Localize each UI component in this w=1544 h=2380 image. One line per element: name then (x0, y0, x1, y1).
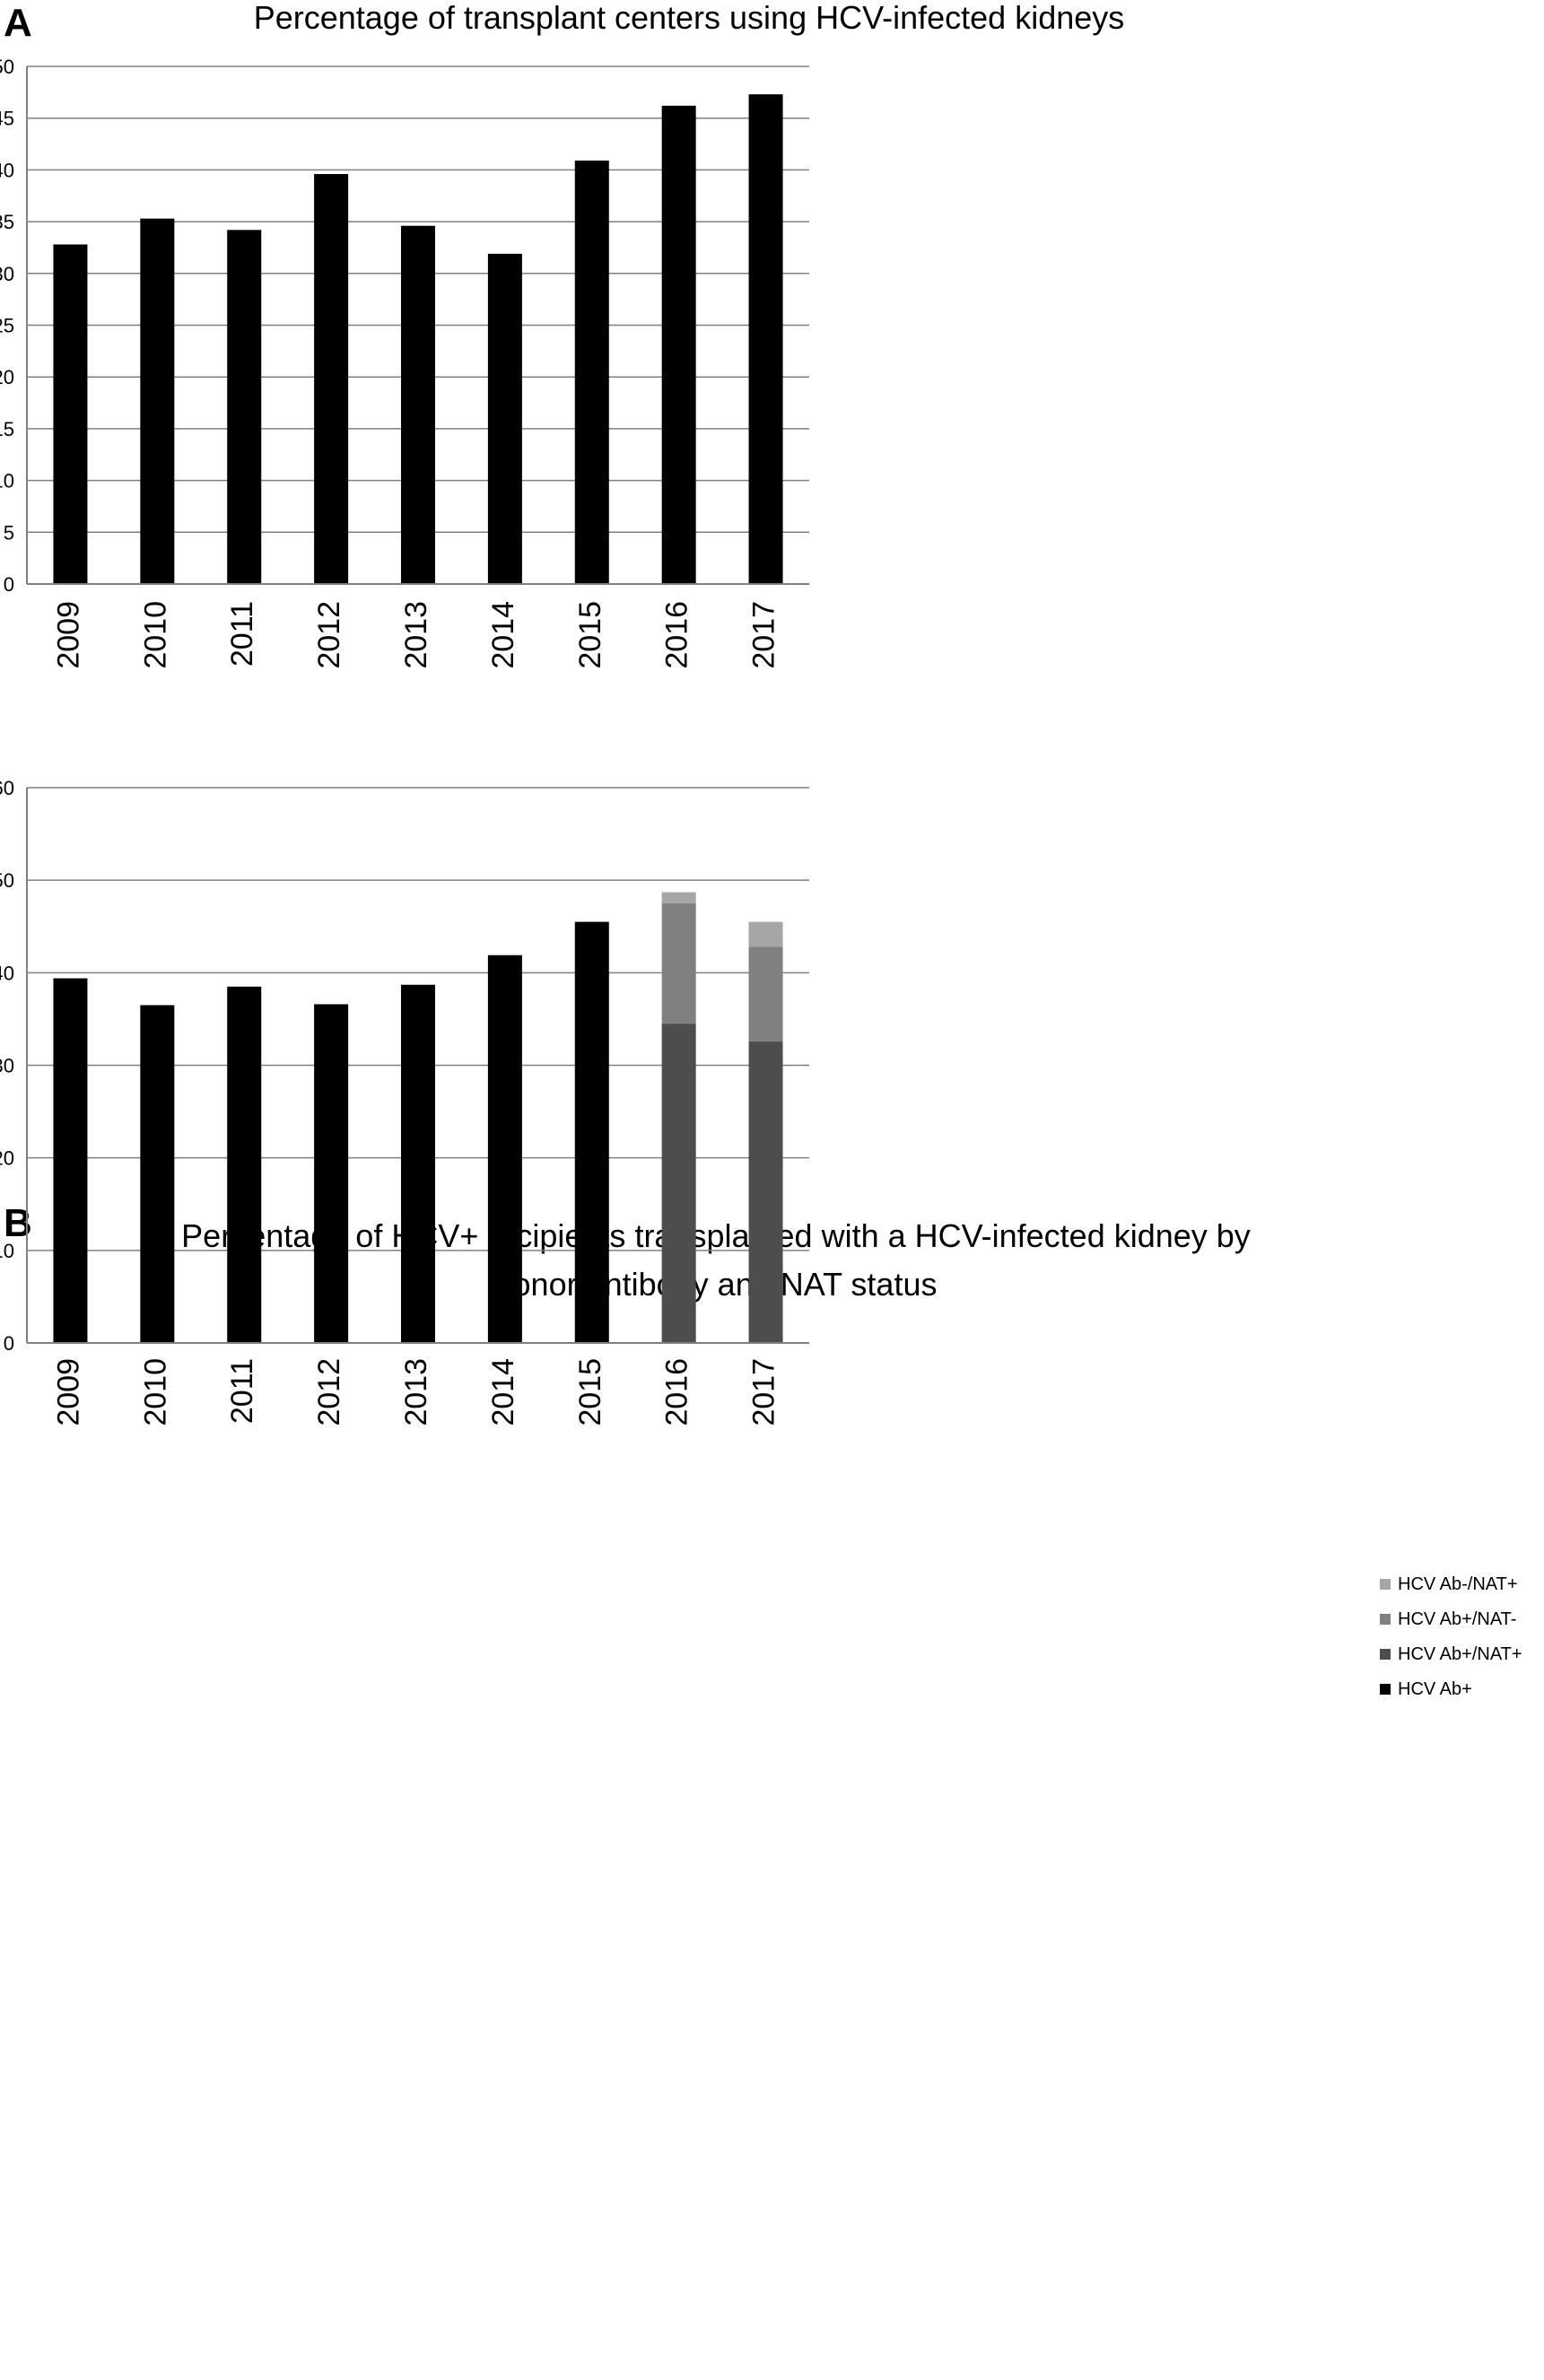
panel-a-x-tick-label: 2014 (486, 601, 520, 669)
panel-a-y-tick-label: 50 (0, 56, 14, 78)
panel-a-x-tick-labels: 2009 2010 2011 2012 2013 2014 2015 2016 2017 (51, 601, 781, 669)
panel-a-bar (227, 230, 262, 584)
panel-b-bar-segment (748, 921, 783, 947)
panel-a-bar (748, 94, 783, 584)
panel-b-y-tick-labels: 0 10 20 30 40 50 60 (0, 777, 14, 1355)
panel-a-bar (574, 161, 609, 584)
panel-b-x-tick-label: 2012 (312, 1358, 346, 1426)
panel-b-bar-segment (227, 986, 262, 1343)
panel-b-legend-swatch (1380, 1579, 1391, 1590)
panel-a: A Percentage of transplant centers using… (0, 0, 1124, 669)
panel-b-y-tick-label: 0 (4, 1332, 14, 1355)
panel-a-title: Percentage of transplant centers using H… (254, 0, 1125, 36)
panel-b-x-tick-label: 2015 (573, 1358, 607, 1426)
panel-b-legend-swatch (1380, 1649, 1391, 1660)
panel-a-x-tick-label: 2015 (573, 601, 607, 669)
panel-b-bar-segment (487, 955, 522, 1343)
panel-a-bars (53, 94, 783, 585)
panel-a-y-tick-label: 15 (0, 418, 14, 440)
panel-b-x-tick-label: 2011 (225, 1358, 259, 1424)
panel-b-x-tick-label: 2009 (51, 1358, 85, 1426)
panel-a-y-tick-label: 45 (0, 108, 14, 130)
panel-a-y-tick-label: 20 (0, 366, 14, 388)
panel-b-y-tick-label: 20 (0, 1147, 14, 1170)
panel-b-bar-segment (140, 1005, 175, 1343)
panel-a-y-tick-label: 30 (0, 263, 14, 285)
panel-b-x-tick-label: 2017 (747, 1358, 781, 1426)
panel-b-legend-label: HCV Ab+ (1398, 1679, 1472, 1699)
panel-a-bar (140, 218, 175, 584)
panel-b-legend-swatch (1380, 1614, 1391, 1625)
panel-b-legend-label: HCV Ab+/NAT+ (1398, 1644, 1522, 1664)
panel-b-bar-segment (661, 1024, 696, 1343)
panel-a-y-tick-label: 35 (0, 211, 14, 233)
panel-a-x-tick-label: 2009 (51, 601, 85, 669)
panel-b-y-tick-label: 10 (0, 1240, 14, 1262)
panel-b-legend-label: HCV Ab-/NAT+ (1398, 1574, 1518, 1594)
panel-b-legend-label: HCV Ab+/NAT- (1398, 1609, 1516, 1629)
panel-b-x-tick-label: 2016 (660, 1358, 694, 1426)
panel-a-bar (53, 244, 88, 584)
panel-b-y-tick-label: 40 (0, 962, 14, 984)
panel-a-x-tick-label: 2010 (138, 601, 172, 669)
panel-b-bar-segment (401, 984, 435, 1343)
panel-b-bars (53, 892, 783, 1343)
panel-a-x-tick-label: 2016 (660, 601, 694, 669)
panel-a-x-tick-label: 2017 (747, 601, 781, 669)
panel-b-x-tick-label: 2010 (138, 1358, 172, 1426)
panel-b-bar-segment (661, 902, 696, 1024)
panel-a-letter: A (4, 1, 32, 45)
panel-a-y-tick-label: 10 (0, 470, 14, 493)
panel-b-legend: HCV Ab-/NAT+ HCV Ab+/NAT- HCV Ab+/NAT+ HCV … (1380, 1574, 1522, 1699)
panel-b-bar-segment (748, 1041, 783, 1343)
panel-a-x-tick-label: 2012 (312, 601, 346, 669)
panel-b-bar-segment (314, 1004, 349, 1343)
panel-b: B Percentage of HCV+ recipients transpla… (0, 777, 1522, 1699)
panel-b-x-tick-labels: 2009 2010 2011 2012 2013 2014 2015 2016 2017 (51, 1358, 781, 1426)
panel-a-y-tick-label: 40 (0, 159, 14, 181)
panel-a-y-tick-label: 0 (4, 573, 14, 596)
panel-a-x-tick-label: 2011 (225, 601, 259, 667)
panel-a-bar (661, 105, 696, 585)
panel-b-x-tick-label: 2013 (399, 1358, 433, 1426)
panel-a-bar (314, 174, 349, 585)
panel-a-x-tick-label: 2013 (399, 601, 433, 669)
panel-b-legend-swatch (1380, 1684, 1391, 1695)
panel-b-bar-segment (53, 978, 88, 1343)
panel-b-y-tick-label: 30 (0, 1055, 14, 1077)
panel-b-y-tick-label: 60 (0, 777, 14, 799)
panel-b-letter: B (4, 1201, 32, 1245)
panel-b-bar-segment (574, 921, 609, 1343)
panel-b-x-tick-label: 2014 (486, 1358, 520, 1426)
panel-b-bar-segment (748, 946, 783, 1042)
panel-a-y-tick-label: 25 (0, 315, 14, 337)
panel-b-bar-segment (661, 892, 696, 903)
panel-a-y-tick-labels: 0 5 10 15 20 25 30 35 40 45 50 (0, 56, 14, 596)
panel-b-y-tick-label: 50 (0, 869, 14, 892)
panel-a-bar (401, 225, 435, 584)
panel-b-title-line-2: donor antibody and NAT status (495, 1266, 938, 1303)
panel-a-bar (487, 253, 522, 584)
panel-a-y-tick-label: 5 (4, 521, 14, 544)
panel-b-title-line-1: Percentage of HCV+ recipients transplant… (181, 1217, 1251, 1254)
